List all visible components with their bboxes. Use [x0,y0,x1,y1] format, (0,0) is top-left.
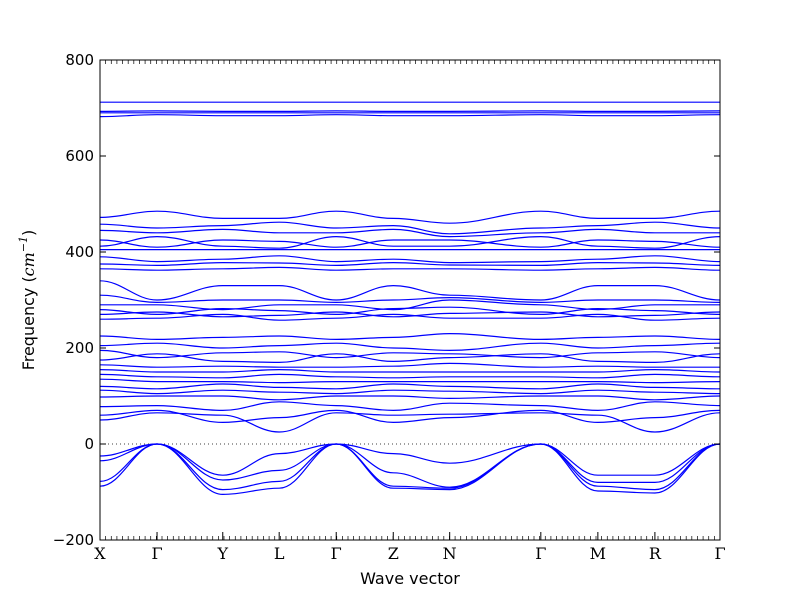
series-line [99,373,721,379]
series-line [99,443,721,491]
plot-frame [99,59,721,541]
y-tick-label: 0 [84,435,94,453]
series-line [99,443,721,488]
series-line [99,313,721,321]
series-line [99,294,721,304]
x-tick-label: Γ [714,544,725,563]
x-tick-label: Γ [535,544,546,563]
x-axis-label: Wave vector [360,569,460,588]
y-tick-label: 400 [65,243,94,261]
series-line [99,378,721,384]
y-axis-label-suffix: ) [19,230,38,236]
x-tick-label: X [94,544,106,563]
series-line [99,349,721,359]
y-axis-label-exponent: −1 [17,236,30,252]
series-line [99,342,721,352]
series-line [99,362,720,368]
series-line [99,114,721,118]
y-axis: −200 0 200 400 600 800 [53,51,720,549]
series-line [99,306,721,316]
series-line [99,401,721,412]
series-line [99,221,721,235]
y-axis-label-unit: cm [19,252,38,276]
series-line [99,235,721,249]
series-line [99,368,721,373]
y-tick-label: 600 [65,147,94,165]
series-line [99,255,721,264]
series-line [99,412,721,433]
y-tick-label: 200 [65,339,94,357]
series-line [99,210,721,224]
series-line [99,395,721,401]
series-line [99,280,721,301]
y-axis-label: Frequency (cm−1) [17,230,38,371]
y-axis-label-prefix: Frequency ( [19,276,38,370]
minor-ticks [99,60,721,540]
series-line [99,389,721,395]
series-line [100,299,720,311]
series-line [99,383,721,390]
series-line [99,228,720,238]
series-line [99,409,721,424]
y-tick-label: −200 [53,531,94,549]
x-tick-label: L [274,544,285,563]
series-line [99,261,721,267]
x-tick-label: Z [388,544,399,563]
x-tick-label: Γ [331,544,342,563]
series-group [99,101,721,496]
series-line [99,239,721,248]
x-tick-label: M [590,544,606,563]
series-line [99,353,721,364]
x-tick-label: Y [216,544,228,563]
x-tick-label: N [443,544,457,563]
y-tick-label: 800 [65,51,94,69]
x-tick-label: R [649,544,662,563]
series-line [99,332,721,341]
series-line [99,443,721,496]
series-line [99,110,721,113]
x-tick-label: Γ [151,544,162,563]
series-line [99,266,721,271]
series-line [99,443,721,476]
